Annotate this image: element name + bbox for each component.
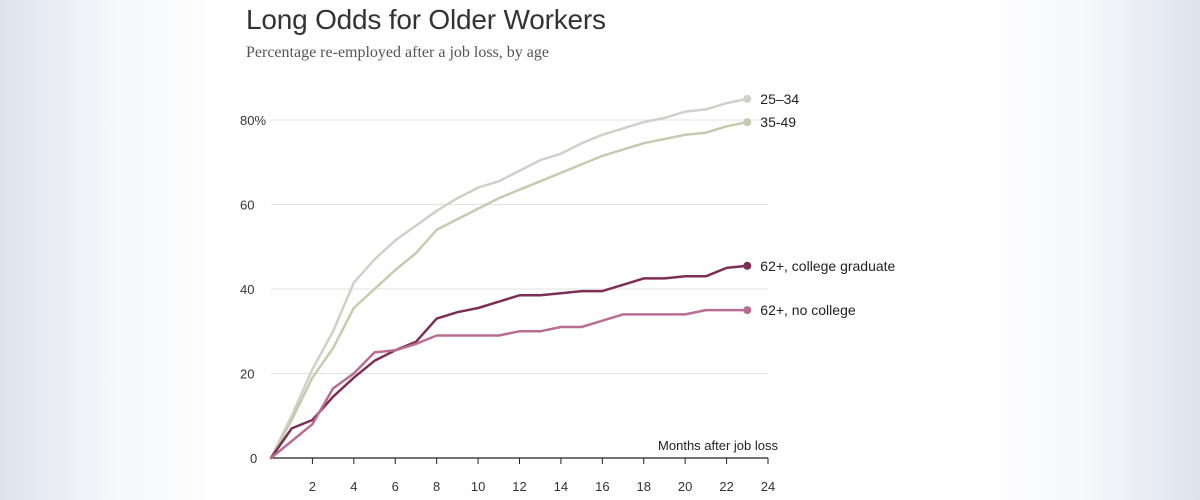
series-line bbox=[269, 264, 749, 460]
series-labels: 25–34 35-49 62+, college graduate 62+, no c… bbox=[760, 91, 895, 318]
x-tick-label: 18 bbox=[637, 479, 651, 494]
series-end-point bbox=[743, 261, 752, 270]
x-tick-label: 20 bbox=[678, 479, 692, 494]
series-line bbox=[269, 308, 749, 460]
x-tick-label: 2 bbox=[309, 479, 316, 494]
y-tick-label: 20 bbox=[240, 367, 254, 382]
x-tick-label: 8 bbox=[433, 479, 440, 494]
series-label: 62+, no college bbox=[760, 302, 856, 318]
y-tick-label: 60 bbox=[240, 198, 254, 213]
chart-title: Long Odds for Older Workers bbox=[246, 4, 606, 35]
x-tick-label: 16 bbox=[595, 479, 609, 494]
x-tick-label: 4 bbox=[350, 479, 357, 494]
series-line bbox=[269, 97, 749, 460]
x-axis-title: Months after job loss bbox=[658, 438, 778, 453]
x-tick-label: 6 bbox=[392, 479, 399, 494]
series-lines bbox=[269, 94, 752, 460]
series-label: 62+, college graduate bbox=[760, 258, 895, 274]
x-tick-label: 24 bbox=[761, 479, 775, 494]
y-tick-label: 0 bbox=[250, 451, 257, 466]
series-end-point bbox=[743, 306, 752, 315]
series-end-point bbox=[743, 118, 752, 127]
series-line bbox=[269, 120, 749, 460]
x-tick-label: 12 bbox=[512, 479, 526, 494]
chart-subtitle: Percentage re-employed after a job loss,… bbox=[246, 44, 549, 61]
x-tick-label: 14 bbox=[554, 479, 568, 494]
chart-figure: Long Odds for Older Workers Percentage r… bbox=[228, 0, 976, 500]
y-tick-label: 80% bbox=[240, 113, 266, 128]
series-end-point bbox=[743, 94, 752, 103]
x-tick-label: 22 bbox=[719, 479, 733, 494]
series-label: 35-49 bbox=[760, 114, 796, 130]
y-tick-label: 40 bbox=[240, 282, 254, 297]
x-tick-label: 10 bbox=[471, 479, 485, 494]
series-label: 25–34 bbox=[760, 91, 799, 107]
